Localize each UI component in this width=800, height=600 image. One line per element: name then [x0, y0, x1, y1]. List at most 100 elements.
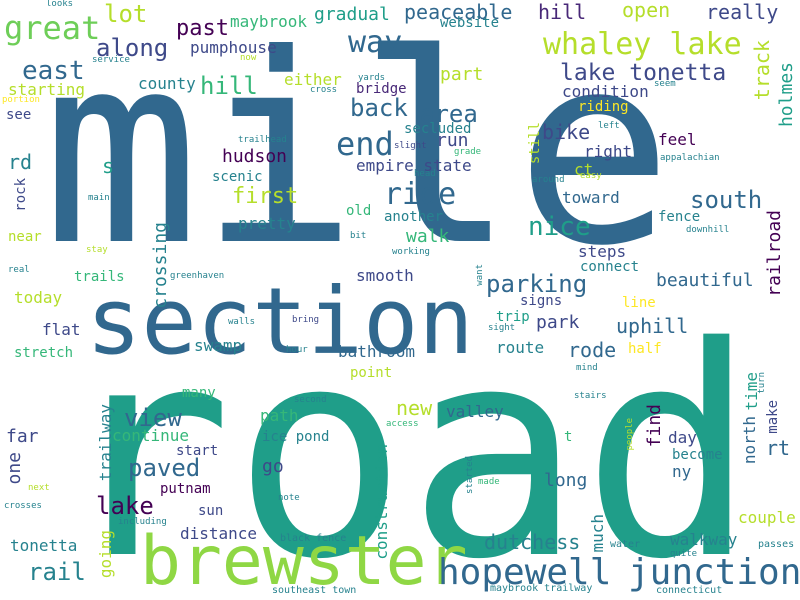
- word: today: [14, 288, 63, 307]
- word: one: [4, 452, 25, 485]
- word: head: [414, 169, 436, 179]
- word: now: [240, 53, 257, 63]
- word: new: [396, 396, 433, 420]
- word: next: [28, 483, 50, 493]
- word: mile: [42, 0, 673, 303]
- word: park: [536, 312, 580, 333]
- word: greenhaven: [170, 271, 225, 281]
- word: grade: [454, 147, 482, 157]
- word: first: [232, 184, 299, 209]
- word: crosses: [4, 501, 42, 511]
- word: lake tonetta: [560, 60, 727, 86]
- word: scenic: [212, 169, 263, 185]
- word: rd: [8, 150, 33, 174]
- word: quite: [670, 549, 698, 559]
- word: gradual: [314, 4, 390, 25]
- word: continue: [112, 426, 190, 445]
- word: parking: [486, 270, 588, 298]
- word: whaley lake: [543, 27, 742, 62]
- word: right: [584, 142, 633, 161]
- word: near: [8, 229, 42, 245]
- word: hill: [200, 72, 258, 100]
- word: much: [588, 514, 607, 553]
- word: really: [706, 0, 779, 24]
- word: slight: [394, 141, 427, 151]
- word: around: [532, 175, 565, 185]
- word: paved: [128, 454, 201, 482]
- word: peaceable: [404, 0, 513, 24]
- word: steps: [578, 242, 627, 261]
- word: black fence: [280, 533, 347, 544]
- word: appalachian: [660, 153, 720, 163]
- word: hudson: [222, 146, 288, 167]
- word: trailway: [96, 404, 115, 482]
- word: looks: [46, 0, 74, 9]
- word: bring: [292, 315, 320, 325]
- word: area: [420, 100, 478, 128]
- word: uphill: [616, 314, 689, 338]
- word: trails: [74, 269, 125, 285]
- word: made: [478, 477, 500, 487]
- word: maybrook trailway: [490, 583, 593, 594]
- word: path: [260, 406, 299, 425]
- word: way: [348, 25, 403, 60]
- word: section: [86, 268, 474, 375]
- word: real: [8, 265, 30, 275]
- word: go: [262, 456, 284, 477]
- word: stay: [86, 245, 108, 255]
- word: note: [278, 493, 300, 503]
- word: valley: [446, 402, 504, 421]
- word: connecticut: [656, 585, 723, 596]
- word: make: [765, 400, 781, 434]
- word: easy: [580, 171, 602, 181]
- word: stretch: [14, 345, 74, 361]
- word: lot: [104, 0, 148, 28]
- word: part: [440, 64, 484, 85]
- word: starting: [8, 80, 86, 99]
- word: riding: [578, 99, 629, 115]
- word: back: [350, 94, 408, 122]
- word: mind: [576, 363, 598, 373]
- word: hill: [538, 0, 587, 24]
- word: stairs: [574, 391, 607, 401]
- word: feel: [658, 130, 697, 149]
- word: trailhead: [238, 135, 287, 145]
- word: crossing: [150, 222, 171, 309]
- word: including: [118, 517, 167, 527]
- word: ny: [672, 462, 692, 481]
- word: old: [346, 203, 372, 219]
- word: bridge: [356, 81, 407, 97]
- word: east: [22, 56, 85, 86]
- word: end: [336, 125, 394, 163]
- word: beautiful: [656, 270, 754, 291]
- word: yards: [358, 73, 386, 83]
- word: walk: [406, 226, 450, 247]
- word: website: [440, 15, 500, 31]
- word: cross: [310, 85, 338, 95]
- word: long: [544, 470, 588, 491]
- word: distance: [180, 524, 258, 543]
- word: county: [138, 74, 196, 93]
- word: construction: [372, 444, 391, 560]
- word: toward: [562, 188, 620, 207]
- word: line: [622, 295, 656, 311]
- word: along: [96, 34, 169, 62]
- word: either: [284, 70, 342, 89]
- word: ride: [384, 177, 457, 212]
- word: t: [564, 429, 573, 445]
- word: left: [598, 121, 620, 131]
- word: couple: [738, 508, 796, 527]
- word: started: [465, 456, 475, 494]
- word: main: [88, 193, 110, 203]
- word: rail: [28, 558, 86, 586]
- word: rode: [568, 338, 617, 362]
- word: run: [436, 130, 469, 151]
- word: seem: [654, 79, 676, 89]
- word: service: [92, 55, 130, 65]
- word: rt: [766, 436, 791, 460]
- word: s: [102, 154, 115, 178]
- word: swamp: [194, 336, 243, 355]
- word: connect: [580, 259, 640, 275]
- word: north: [740, 416, 759, 465]
- word: bathroom: [338, 342, 416, 361]
